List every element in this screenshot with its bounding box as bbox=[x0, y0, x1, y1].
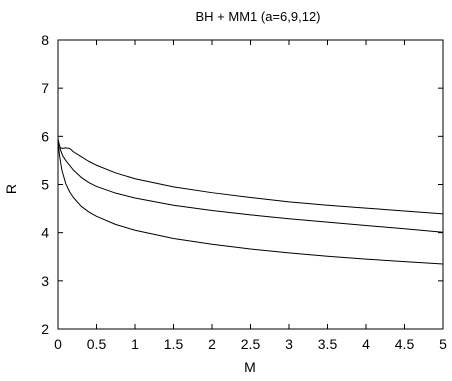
series-lines bbox=[57, 138, 444, 265]
y-axis-ticks bbox=[58, 39, 443, 330]
x-axis-ticks bbox=[57, 40, 444, 329]
x-tick-label: 2.5 bbox=[241, 336, 261, 352]
plot-frame bbox=[57, 39, 444, 330]
y-tick-label: 7 bbox=[41, 80, 49, 96]
y-axis-tick-labels: 2 3 4 5 6 7 8 bbox=[41, 32, 49, 337]
x-tick-label: 0.5 bbox=[87, 336, 107, 352]
series-line-3 bbox=[57, 141, 444, 265]
series-line-2 bbox=[57, 138, 444, 233]
y-tick-label: 5 bbox=[41, 177, 49, 193]
x-tick-label: 3.5 bbox=[318, 336, 338, 352]
y-axis-label: R bbox=[3, 184, 19, 194]
x-tick-label: 1 bbox=[131, 336, 139, 352]
series-line-1 bbox=[57, 140, 444, 215]
x-axis-tick-labels: 0 0.5 1 1.5 2 2.5 3 3.5 4 4.5 5 bbox=[54, 336, 447, 352]
x-tick-label: 4.5 bbox=[395, 336, 415, 352]
y-tick-label: 6 bbox=[41, 128, 49, 144]
chart-title: BH + MM1 (a=6,9,12) bbox=[196, 9, 321, 24]
x-axis-label: M bbox=[244, 359, 256, 375]
x-tick-label: 0 bbox=[54, 336, 62, 352]
x-tick-label: 1.5 bbox=[164, 336, 184, 352]
y-tick-label: 8 bbox=[41, 32, 49, 48]
y-tick-label: 4 bbox=[41, 225, 49, 241]
x-tick-label: 2 bbox=[208, 336, 216, 352]
plot-area bbox=[57, 39, 444, 330]
y-tick-label: 2 bbox=[41, 321, 49, 337]
x-tick-label: 3 bbox=[285, 336, 293, 352]
y-tick-label: 3 bbox=[41, 273, 49, 289]
x-tick-label: 5 bbox=[439, 336, 447, 352]
x-tick-label: 4 bbox=[362, 336, 370, 352]
